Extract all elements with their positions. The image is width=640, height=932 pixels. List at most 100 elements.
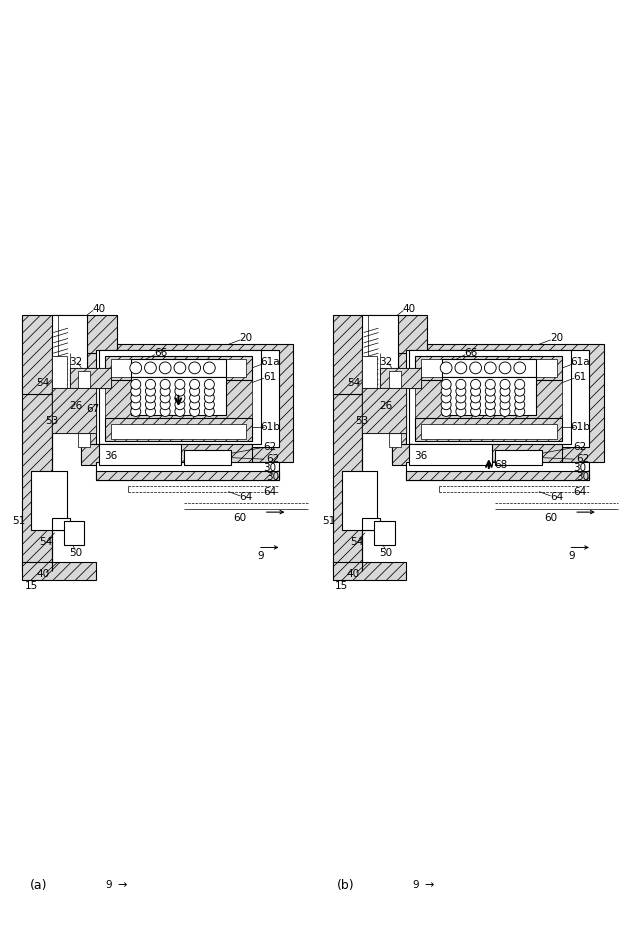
Text: 15: 15	[24, 581, 38, 591]
Bar	[362, 389, 406, 432]
Text: 15: 15	[335, 581, 348, 591]
Bar	[362, 518, 380, 529]
Text: 61b: 61b	[570, 422, 590, 432]
Bar	[342, 471, 377, 529]
Text: 53: 53	[45, 416, 58, 426]
Bar	[22, 562, 96, 580]
Bar	[392, 344, 604, 462]
Text: →: →	[117, 881, 126, 890]
Circle shape	[499, 362, 511, 374]
Circle shape	[131, 379, 141, 390]
Bar	[392, 445, 563, 465]
Circle shape	[145, 362, 156, 374]
Circle shape	[514, 362, 525, 374]
Bar	[415, 418, 563, 442]
Bar	[105, 356, 252, 379]
Circle shape	[455, 362, 467, 374]
Text: 61a: 61a	[260, 357, 280, 367]
Bar	[131, 359, 225, 377]
Bar	[22, 350, 52, 571]
Bar	[78, 371, 90, 447]
Text: 50: 50	[69, 548, 82, 558]
Bar	[70, 368, 111, 389]
Text: 51: 51	[323, 516, 336, 526]
Circle shape	[204, 400, 214, 410]
Circle shape	[485, 393, 495, 403]
Text: 51: 51	[12, 516, 26, 526]
Circle shape	[160, 379, 170, 390]
Text: 20: 20	[550, 334, 563, 343]
Text: 40: 40	[403, 304, 416, 314]
Circle shape	[470, 379, 481, 390]
Circle shape	[160, 386, 170, 396]
Text: 30: 30	[263, 463, 276, 473]
Text: 62: 62	[266, 454, 279, 464]
Bar	[111, 359, 246, 377]
Circle shape	[189, 406, 200, 417]
Bar	[374, 521, 395, 544]
Bar	[131, 377, 225, 415]
Circle shape	[160, 406, 170, 417]
Circle shape	[189, 400, 200, 410]
Text: 61b: 61b	[260, 422, 280, 432]
Text: 40: 40	[347, 569, 360, 579]
Circle shape	[441, 406, 451, 417]
Circle shape	[441, 379, 451, 390]
Text: 62: 62	[573, 443, 587, 452]
Text: 30: 30	[577, 472, 589, 482]
Circle shape	[175, 400, 185, 410]
Circle shape	[145, 393, 156, 403]
Circle shape	[159, 362, 171, 374]
Text: 30: 30	[266, 472, 279, 482]
Circle shape	[485, 386, 495, 396]
Text: 64: 64	[573, 487, 587, 497]
Bar	[81, 344, 293, 462]
Circle shape	[131, 393, 141, 403]
Circle shape	[485, 379, 495, 390]
Circle shape	[456, 400, 466, 410]
Text: (b): (b)	[337, 879, 355, 892]
Text: 54: 54	[39, 537, 52, 546]
Bar	[442, 359, 536, 377]
Circle shape	[440, 362, 452, 374]
Text: 60: 60	[544, 513, 557, 523]
Circle shape	[175, 386, 185, 396]
Circle shape	[130, 362, 141, 374]
Circle shape	[500, 393, 510, 403]
Circle shape	[500, 400, 510, 410]
Bar	[442, 377, 536, 415]
Text: 32: 32	[68, 357, 82, 367]
Bar	[63, 521, 84, 544]
Bar	[111, 424, 246, 439]
Text: 32: 32	[379, 357, 392, 367]
Bar	[421, 359, 557, 377]
Bar	[31, 471, 67, 529]
Circle shape	[175, 393, 185, 403]
Circle shape	[470, 362, 481, 374]
Circle shape	[456, 379, 466, 390]
Text: 53: 53	[356, 416, 369, 426]
Bar	[52, 389, 96, 432]
Bar	[70, 368, 111, 389]
Text: 60: 60	[234, 513, 247, 523]
Bar	[410, 350, 572, 445]
Text: 9: 9	[106, 881, 112, 890]
Circle shape	[456, 386, 466, 396]
Polygon shape	[333, 315, 427, 394]
Bar	[31, 471, 67, 529]
Text: 9: 9	[413, 881, 419, 890]
Circle shape	[145, 379, 156, 390]
Text: (a): (a)	[29, 879, 47, 892]
Circle shape	[515, 400, 525, 410]
Text: 66: 66	[154, 349, 168, 358]
Bar	[380, 368, 421, 389]
Text: 30: 30	[573, 463, 587, 473]
Circle shape	[441, 393, 451, 403]
Bar	[333, 350, 362, 571]
Text: 9: 9	[568, 552, 575, 561]
Text: 61a: 61a	[570, 357, 590, 367]
Text: 61: 61	[573, 372, 587, 382]
Circle shape	[145, 400, 156, 410]
Bar	[406, 462, 589, 480]
Circle shape	[145, 406, 156, 417]
